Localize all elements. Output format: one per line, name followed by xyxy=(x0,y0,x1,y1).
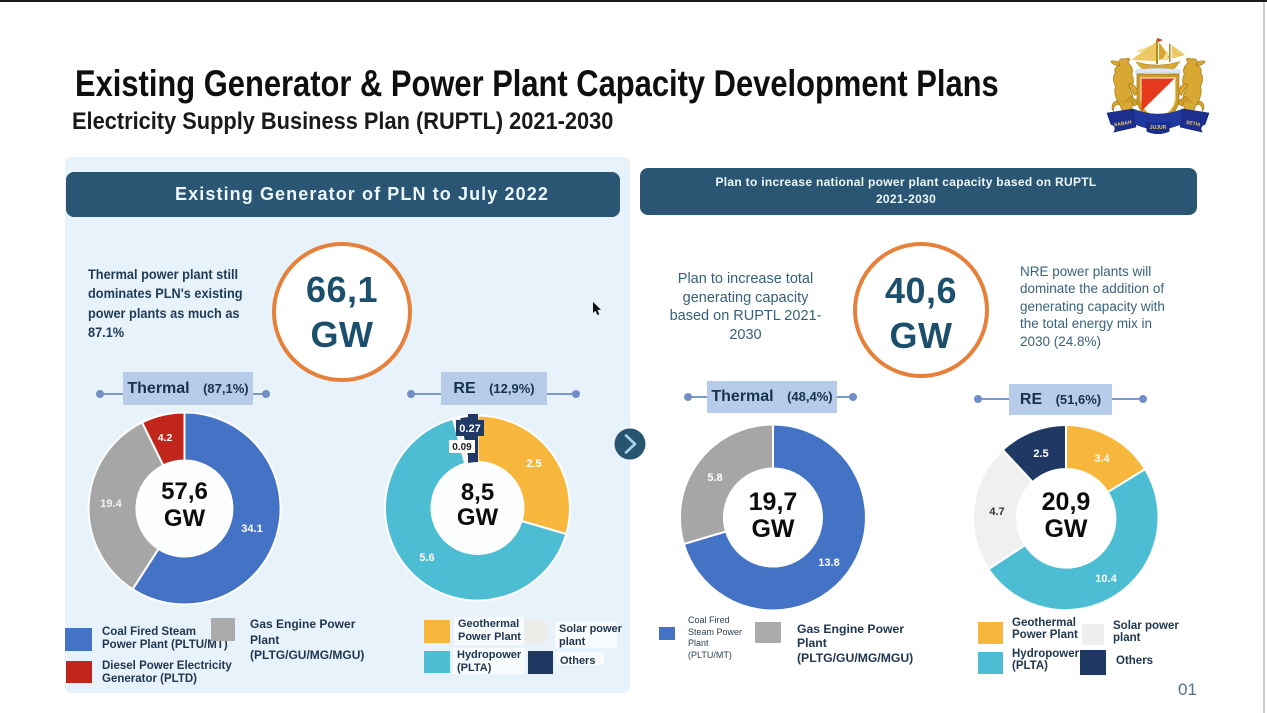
svg-text:8,5: 8,5 xyxy=(461,479,494,506)
svg-text:20,9: 20,9 xyxy=(1042,488,1091,516)
svg-text:GW: GW xyxy=(1044,515,1087,543)
svg-text:19.4: 19.4 xyxy=(100,498,122,510)
svg-text:2.5: 2.5 xyxy=(1033,448,1048,460)
svg-text:4.7: 4.7 xyxy=(989,506,1004,518)
svg-text:SETIA: SETIA xyxy=(1185,120,1201,129)
svg-text:2.5: 2.5 xyxy=(526,458,541,470)
svg-text:4.2: 4.2 xyxy=(158,432,173,444)
svg-text:0.27: 0.27 xyxy=(459,423,480,435)
svg-text:GW: GW xyxy=(164,505,206,532)
svg-text:GW: GW xyxy=(457,504,499,531)
svg-text:SABAH: SABAH xyxy=(1114,119,1133,128)
svg-text:3.4: 3.4 xyxy=(1094,453,1110,465)
svg-text:0.09: 0.09 xyxy=(452,442,472,453)
svg-text:57,6: 57,6 xyxy=(161,478,208,505)
svg-text:34.1: 34.1 xyxy=(241,523,262,535)
svg-text:13.8: 13.8 xyxy=(818,557,839,569)
svg-text:10.4: 10.4 xyxy=(1095,573,1117,585)
svg-text:JUJUR: JUJUR xyxy=(1150,125,1167,131)
svg-text:5.6: 5.6 xyxy=(419,552,434,564)
svg-text:GW: GW xyxy=(751,515,794,543)
svg-text:19,7: 19,7 xyxy=(749,488,798,516)
svg-text:5.8: 5.8 xyxy=(707,472,722,484)
